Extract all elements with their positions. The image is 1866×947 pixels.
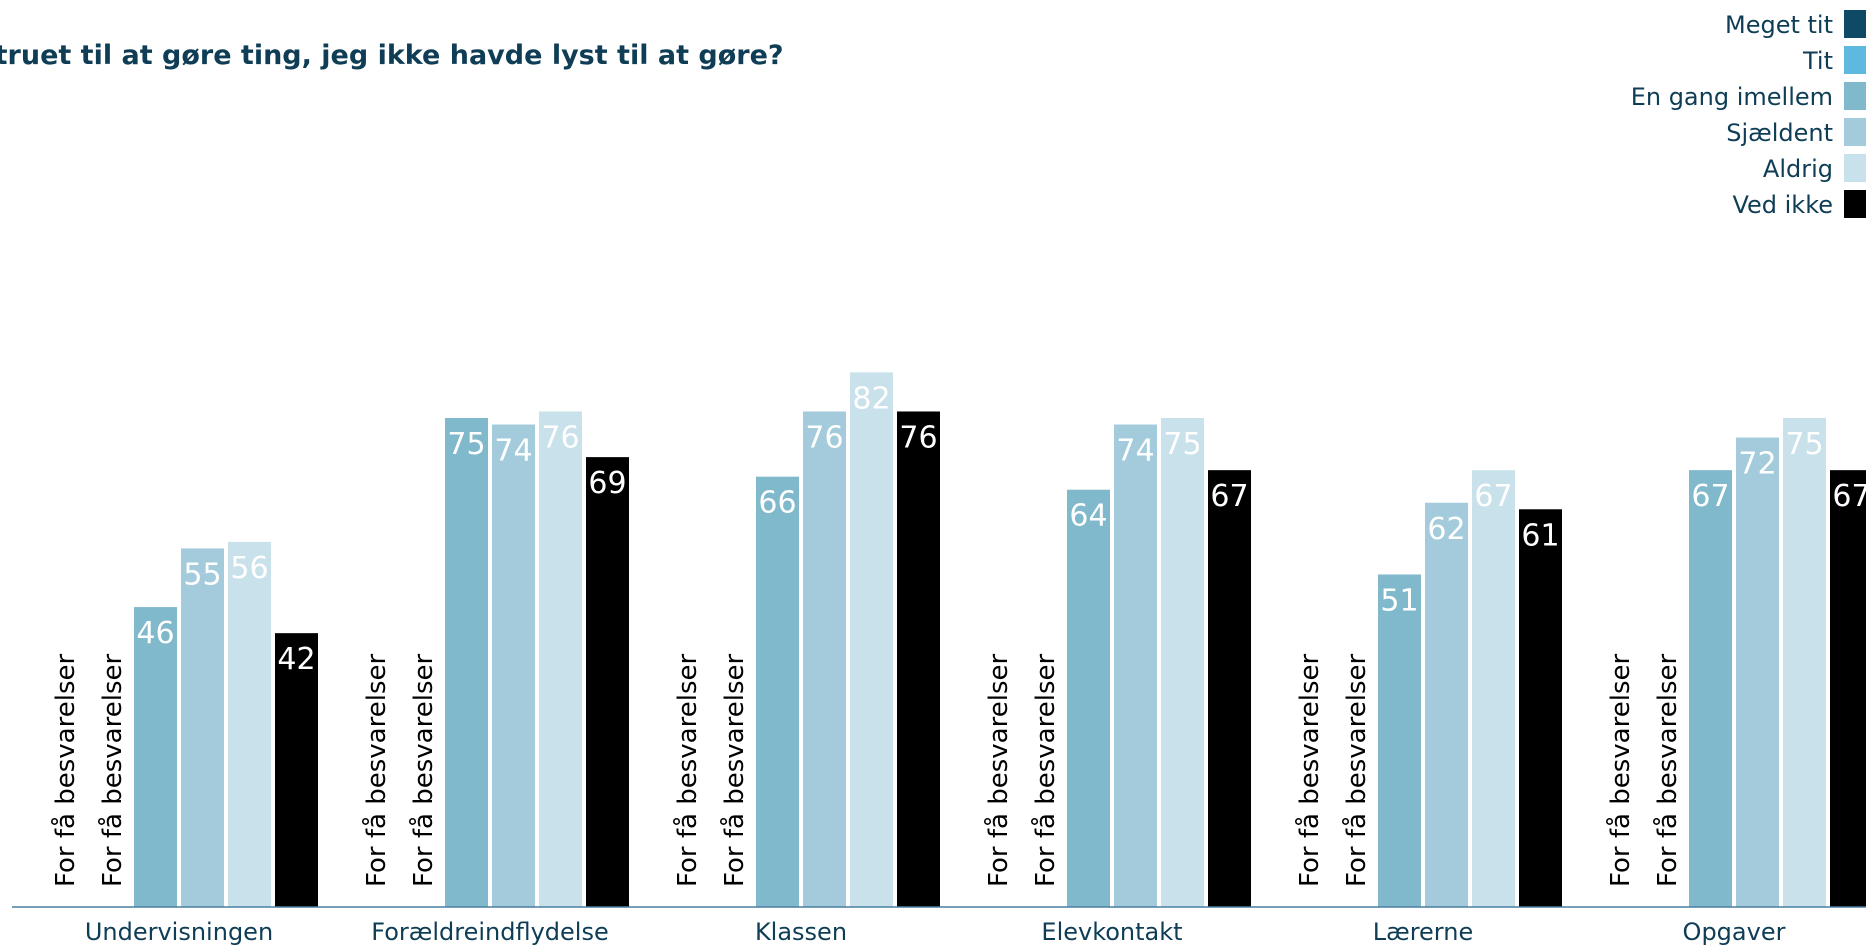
bar bbox=[1472, 470, 1515, 907]
legend-swatch bbox=[1844, 82, 1866, 110]
missing-data-label: For få besvarelser bbox=[1605, 654, 1636, 887]
legend-label: Aldrig bbox=[1763, 155, 1833, 183]
bar bbox=[1378, 574, 1421, 907]
legend-label: Ved ikke bbox=[1732, 191, 1833, 219]
bar-value-label: 74 bbox=[494, 434, 532, 469]
bar-value-label: 75 bbox=[1785, 427, 1823, 462]
bar bbox=[1161, 418, 1204, 907]
legend-swatch bbox=[1844, 154, 1866, 182]
bar bbox=[1425, 502, 1468, 907]
missing-data-label: For få besvarelser bbox=[672, 654, 703, 887]
legend-swatch bbox=[1844, 118, 1866, 146]
missing-data-label: For få besvarelser bbox=[1030, 654, 1061, 887]
legend-swatch bbox=[1844, 190, 1866, 218]
bar-value-label: 76 bbox=[899, 420, 937, 455]
bar-value-label: 82 bbox=[852, 381, 890, 416]
bar-value-label: 42 bbox=[277, 642, 315, 677]
chart-title: et truet til at gøre ting, jeg ikke havd… bbox=[0, 40, 784, 71]
bar-value-label: 46 bbox=[136, 616, 174, 651]
missing-data-label: For få besvarelser bbox=[1652, 654, 1683, 887]
legend-swatch bbox=[1844, 10, 1866, 38]
missing-data-label: For få besvarelser bbox=[97, 654, 128, 887]
bar-value-label: 67 bbox=[1474, 479, 1512, 514]
legend-swatch bbox=[1844, 46, 1866, 74]
bar-value-label: 67 bbox=[1691, 479, 1729, 514]
bar-value-label: 67 bbox=[1832, 479, 1866, 514]
bar-value-label: 76 bbox=[541, 420, 579, 455]
missing-data-label: For få besvarelser bbox=[719, 654, 750, 887]
bar-value-label: 67 bbox=[1210, 479, 1248, 514]
missing-data-label: For få besvarelser bbox=[408, 654, 439, 887]
category-label: Elevkontakt bbox=[1041, 918, 1182, 946]
legend-label: En gang imellem bbox=[1631, 83, 1833, 111]
missing-data-label: For få besvarelser bbox=[1341, 654, 1372, 887]
bar-value-label: 74 bbox=[1116, 434, 1154, 469]
bar-value-label: 76 bbox=[805, 420, 843, 455]
missing-data-label: For få besvarelser bbox=[50, 654, 81, 887]
bar-value-label: 51 bbox=[1380, 583, 1418, 618]
bar bbox=[1830, 470, 1866, 907]
bar bbox=[756, 476, 799, 907]
bar-value-label: 75 bbox=[447, 427, 485, 462]
bar bbox=[897, 411, 940, 907]
bar bbox=[1114, 424, 1157, 907]
bar bbox=[275, 633, 318, 907]
missing-data-label: For få besvarelser bbox=[1294, 654, 1325, 887]
bar-value-label: 66 bbox=[758, 486, 796, 521]
bar bbox=[803, 411, 846, 907]
bar-value-label: 61 bbox=[1521, 518, 1559, 553]
legend-label: Meget tit bbox=[1725, 11, 1833, 39]
missing-data-label: For få besvarelser bbox=[361, 654, 392, 887]
bar-value-label: 62 bbox=[1427, 512, 1465, 547]
bar bbox=[1783, 418, 1826, 907]
bar-value-label: 56 bbox=[230, 551, 268, 586]
bar-value-label: 69 bbox=[588, 466, 626, 501]
category-label: Opgaver bbox=[1683, 918, 1786, 946]
bar bbox=[1067, 489, 1110, 907]
bar bbox=[1519, 509, 1562, 907]
bar bbox=[492, 424, 535, 907]
bar-value-label: 55 bbox=[183, 557, 221, 592]
bars: For få besvarelser For få besvarelser 46 55… bbox=[50, 372, 1866, 907]
bar-value-label: 75 bbox=[1163, 427, 1201, 462]
bar bbox=[181, 548, 224, 907]
bar bbox=[445, 418, 488, 907]
bar bbox=[1689, 470, 1732, 907]
bar bbox=[850, 372, 893, 907]
legend-label: Tit bbox=[1802, 47, 1833, 75]
bar-value-label: 72 bbox=[1738, 447, 1776, 482]
bar bbox=[228, 541, 271, 907]
legend: Meget tit Tit En gang imellem Sjældent Aldri… bbox=[1631, 10, 1866, 219]
category-label: Lærerne bbox=[1373, 918, 1473, 946]
category-labels: Undervisningen Forældreindflydelse Klassen… bbox=[85, 918, 1786, 946]
category-label: Undervisningen bbox=[85, 918, 273, 946]
category-label: Forældreindflydelse bbox=[371, 918, 608, 946]
bar-value-label: 64 bbox=[1069, 499, 1107, 534]
bar bbox=[134, 607, 177, 907]
missing-data-label: For få besvarelser bbox=[983, 654, 1014, 887]
bar bbox=[1208, 470, 1251, 907]
bar bbox=[586, 457, 629, 907]
bar bbox=[539, 411, 582, 907]
category-label: Klassen bbox=[755, 918, 847, 946]
legend-label: Sjældent bbox=[1726, 119, 1833, 147]
bar bbox=[1736, 437, 1779, 907]
